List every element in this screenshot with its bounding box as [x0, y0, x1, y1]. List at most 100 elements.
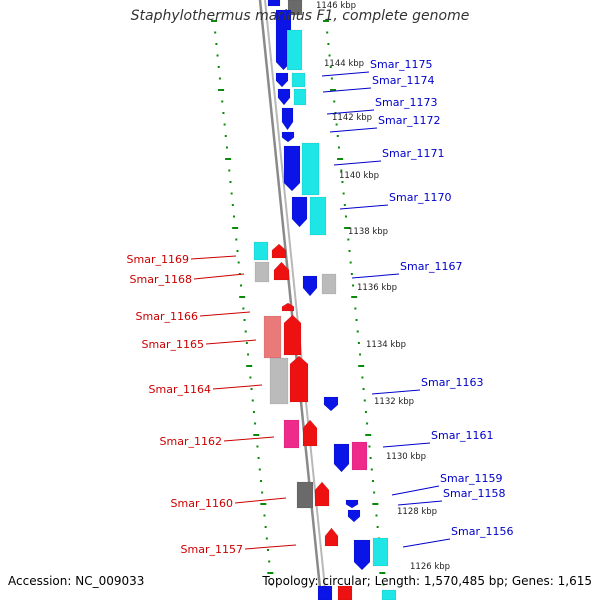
gene-block-red [337, 585, 353, 600]
tick-dot-left [266, 549, 269, 551]
tick-dot-left [270, 583, 273, 586]
tick-dot-left [268, 560, 271, 563]
tick-dot-right [375, 514, 378, 517]
gene-block-blue [323, 396, 339, 412]
forward-gene-label: Smar_1170 [389, 191, 451, 204]
gene-block-gray [321, 273, 337, 295]
gene-block-blue [281, 107, 294, 131]
leader-line-forward [321, 71, 370, 77]
tick-dot-left [250, 388, 253, 390]
kbp-label: 1132 kbp [374, 397, 414, 407]
gene-block-gray [254, 261, 270, 283]
gene-block-cyan [253, 241, 269, 261]
tick-dot-left [251, 399, 254, 402]
tick-dot-left [249, 376, 252, 379]
tick-dot-left [254, 422, 257, 425]
tick-dot-right [369, 457, 372, 459]
forward-gene-label: Smar_1173 [375, 96, 437, 109]
gene-block-blue [267, 0, 281, 7]
tick-dot-left [228, 169, 231, 172]
kbp-label: 1142 kbp [332, 113, 372, 123]
tick-dot-left [223, 123, 226, 126]
tick-dot-left [256, 445, 259, 448]
leader-line-reverse [205, 339, 257, 345]
accession-text: Accession: NC_009033 [8, 574, 145, 588]
gene-block-cyan [293, 88, 307, 106]
leader-line-forward [391, 485, 440, 496]
tick-dot-left [245, 342, 248, 344]
tick-dot-left [240, 284, 243, 287]
reverse-gene-label: Smar_1166 [136, 310, 198, 323]
tick-dot-left [229, 181, 232, 183]
leader-line-reverse [193, 273, 245, 280]
tick-dot-right [340, 169, 343, 172]
tick-dot-left [215, 43, 218, 45]
reverse-gene-label: Smar_1169 [127, 253, 189, 266]
tick-dot-right [327, 43, 330, 45]
forward-gene-label: Smar_1174 [372, 74, 434, 87]
tick-dot-right [349, 261, 352, 264]
gene-block-pink [283, 419, 300, 449]
kbp-label: 1138 kbp [348, 227, 388, 237]
genome-title: Staphylothermus marinus F1, complete gen… [130, 8, 470, 24]
tick-dot-left [237, 261, 240, 264]
leader-line-reverse [212, 384, 263, 390]
gene-block-pink [351, 441, 368, 471]
leader-line-forward [402, 538, 451, 548]
tick-dot-right [350, 273, 353, 275]
tick-dot-right [347, 238, 350, 241]
gene-block-red [314, 481, 330, 507]
kbp-label: 1128 kbp [397, 507, 437, 517]
gene-block-cyan [381, 589, 397, 600]
leader-line-forward [382, 442, 431, 448]
tick-dot-left [252, 411, 255, 413]
kbp-label: 1126 kbp [410, 562, 450, 572]
gene-block-red [302, 419, 318, 447]
tick-dot-right [333, 100, 336, 103]
gene-labels: Smar_1175 Smar_1174 Smar_1173 Smar_1172 Smar… [127, 58, 514, 556]
gene-block-darkgray [296, 481, 314, 509]
tick-dot-right [342, 192, 345, 195]
forward-gene-label: Smar_1172 [378, 114, 440, 127]
genome-summary-text: Topology: circular; Length: 1,570,485 bp… [262, 574, 592, 588]
gene-block-cyan [286, 29, 303, 71]
forward-gene-label: Smar_1161 [431, 429, 493, 442]
reverse-gene-label: Smar_1165 [142, 338, 204, 351]
tick-dot-left [211, 20, 218, 22]
tick-dot-left [235, 238, 238, 241]
leader-line-forward [397, 500, 443, 506]
tick-dot-right [335, 123, 338, 126]
gene-block-blue [317, 585, 333, 600]
leader-line-reverse [199, 311, 251, 317]
tick-dot-right [348, 250, 351, 252]
label-leader-lines [190, 71, 451, 550]
forward-gene-label: Smar_1158 [443, 487, 505, 500]
tick-dot-right [344, 215, 347, 218]
tick-dot-left [236, 250, 239, 252]
tick-dot-right [359, 353, 362, 356]
tick-dot-right [357, 342, 360, 344]
gene-block-gray [269, 357, 289, 405]
genome-backbone [258, 0, 328, 600]
gene-block-red [271, 243, 287, 259]
tick-dot-right [356, 330, 359, 333]
kbp-label: 1140 kbp [339, 171, 379, 181]
kbp-label: 1130 kbp [386, 452, 426, 462]
tick-dot-right [352, 284, 355, 287]
tick-dot-right [354, 307, 357, 310]
gene-block-blue [275, 72, 289, 88]
leader-line-forward [326, 109, 375, 115]
leader-line-reverse [190, 255, 237, 260]
gene-block-blue [333, 443, 350, 473]
strand-tick-dots [211, 20, 386, 586]
tick-dot-right [361, 376, 364, 379]
tick-dot-right [376, 526, 379, 528]
leader-line-reverse [234, 497, 287, 504]
tick-dot-right [355, 319, 358, 321]
leader-line-forward [371, 389, 421, 395]
reverse-gene-label: Smar_1160 [171, 497, 233, 510]
gene-block-cyan [309, 196, 327, 236]
tick-dot-left [232, 227, 239, 229]
tick-dot-left [257, 457, 260, 459]
tick-dot-right [344, 227, 351, 229]
